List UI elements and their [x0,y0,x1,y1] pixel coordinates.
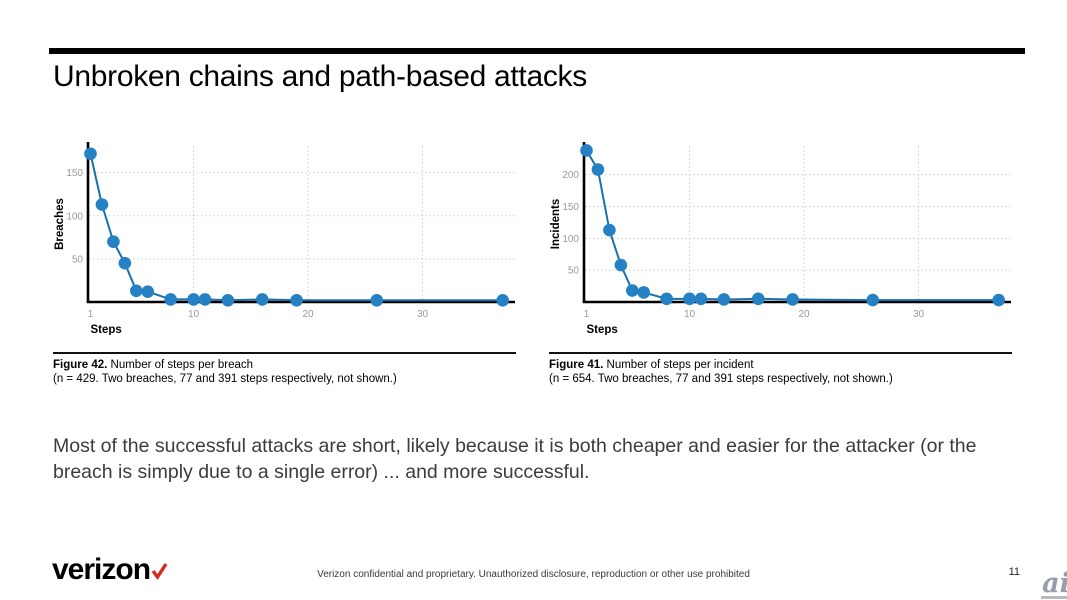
figure-label: Figure 41. [549,359,604,371]
svg-text:200: 200 [562,170,579,181]
charts-row: 50 100 150 1 10 20 30 Breaches Steps Figure 42. … [53,130,1012,387]
svg-text:1: 1 [88,309,94,320]
figure-note: (n = 654. Two breaches, 77 and 391 steps… [549,373,893,386]
svg-text:20: 20 [798,309,810,320]
svg-text:10: 10 [684,309,696,320]
svg-text:50: 50 [568,266,580,277]
svg-text:150: 150 [66,168,83,179]
figure-caption: Figure 42. Number of steps per breach [53,358,516,372]
verizon-wordmark: verizon [52,553,151,586]
svg-text:Steps: Steps [91,324,122,335]
verizon-logo: verizon [52,553,168,588]
chart-block-breaches: 50 100 150 1 10 20 30 Breaches Steps Figure 42. … [53,130,516,387]
incidents-scatter-chart: 50 100 150 200 1 10 20 30 Incidents Steps [549,130,1012,335]
verizon-check-icon [151,554,168,588]
figure-title: Number of steps per breach [107,359,254,371]
watermark-bar [1041,596,1067,599]
figure-note: (n = 429. Two breaches, 77 and 391 steps… [53,373,397,386]
svg-text:50: 50 [72,254,84,265]
confidentiality-notice: Verizon confidential and proprietary. Un… [317,569,750,580]
watermark-text: ai [1042,568,1067,600]
svg-text:20: 20 [302,309,314,320]
svg-text:100: 100 [66,211,83,222]
svg-text:Breaches: Breaches [54,198,66,250]
svg-text:100: 100 [562,234,579,245]
breaches-scatter-chart: 50 100 150 1 10 20 30 Breaches Steps [53,130,516,335]
svg-text:30: 30 [417,309,429,320]
watermark-ai-logo: ai [1041,568,1067,600]
svg-text:30: 30 [913,309,925,320]
figure-caption: Figure 41. Number of steps per incident [549,358,1012,372]
figure-label: Figure 42. [53,359,108,371]
svg-text:Steps: Steps [587,324,618,335]
caption-rule [549,352,1012,354]
page-title: Unbroken chains and path-based attacks [53,60,587,93]
svg-text:1: 1 [584,309,590,320]
svg-text:10: 10 [188,309,200,320]
page-number: 11 [1008,566,1020,578]
body-text: Most of the successful attacks are short… [53,435,977,483]
figure-title: Number of steps per incident [603,359,754,371]
caption-rule [53,352,516,354]
title-divider-rule [49,48,1025,54]
svg-text:Incidents: Incidents [550,199,562,249]
svg-text:150: 150 [562,202,579,213]
chart-block-incidents: 50 100 150 200 1 10 20 30 Incidents Steps Figure … [549,130,1012,387]
